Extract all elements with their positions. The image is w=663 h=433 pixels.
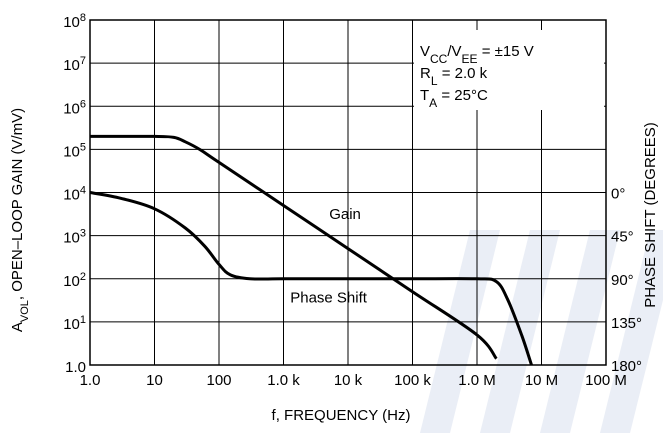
y-tick-label: 1.0 [65, 359, 86, 376]
y-tick-label: 101 [63, 314, 86, 333]
x-tick-label: 100 M [585, 372, 627, 389]
y-tick-label: 102 [63, 271, 86, 290]
x-tick-label: 1.0 M [458, 372, 496, 389]
x-tick-label: 1.0 k [267, 372, 300, 389]
x-tick-label: 10 M [525, 372, 558, 389]
y-tick-label: 106 [63, 98, 86, 117]
y-tick-labels: 1.0 101 102 103 104 105 106 107 108 [63, 12, 86, 376]
y-tick-label: 105 [63, 141, 86, 160]
series-labels: Gain Phase Shift [290, 206, 368, 306]
watermark-shape [540, 230, 620, 433]
annotation-line: RL = 2.0 k [420, 65, 488, 88]
series-label: Gain [329, 206, 361, 223]
annotation-background [414, 30, 604, 110]
x-tick-label: 10 [146, 372, 163, 389]
y-tick-label: 108 [63, 12, 86, 31]
watermark-shape [600, 230, 663, 433]
y-tick-label: 107 [63, 55, 86, 74]
y2-tick-label: 180° [611, 358, 642, 375]
series-lines [89, 134, 533, 366]
x-tick-label: 10 k [334, 372, 363, 389]
y-tick-label: 103 [63, 228, 86, 247]
x-tick-label: 100 [206, 372, 231, 389]
annotation-line: VCC/VEE = ±15 V [420, 43, 534, 66]
y2-tick-label: 45° [611, 229, 634, 246]
y2-tick-labels: 0° 45° 90° 135° 180° [611, 186, 642, 376]
y2-tick-label: 0° [611, 186, 625, 203]
x-tick-label: 1.0 [80, 372, 101, 389]
y2-tick-label: 135° [611, 315, 642, 332]
watermark-shape [420, 230, 500, 433]
plot-frame [89, 19, 607, 366]
x-axis-label: f, FREQUENCY (Hz) [272, 407, 411, 424]
series-line-gain [89, 134, 498, 360]
y-axis-label-left: AVOL, OPEN–LOOP GAIN (V/mV) [9, 108, 31, 332]
series-label: Phase Shift [290, 290, 368, 307]
annotation-block: VCC/VEE = ±15 VRL = 2.0 kTA = 25°C [414, 30, 604, 110]
y-tick-label: 104 [63, 185, 86, 204]
series-line-phase-shift [89, 191, 533, 366]
x-tick-label: 100 k [394, 372, 431, 389]
y-axis-label-right: PHASE SHIFT (DEGREES) [642, 122, 659, 308]
annotation-line: TA = 25°C [420, 87, 488, 110]
x-tick-labels: 1.0 10 100 1.0 k 10 k 100 k 1.0 M 10 M 100 M [80, 372, 627, 389]
plot-border [89, 19, 607, 366]
y2-tick-label: 90° [611, 272, 634, 289]
